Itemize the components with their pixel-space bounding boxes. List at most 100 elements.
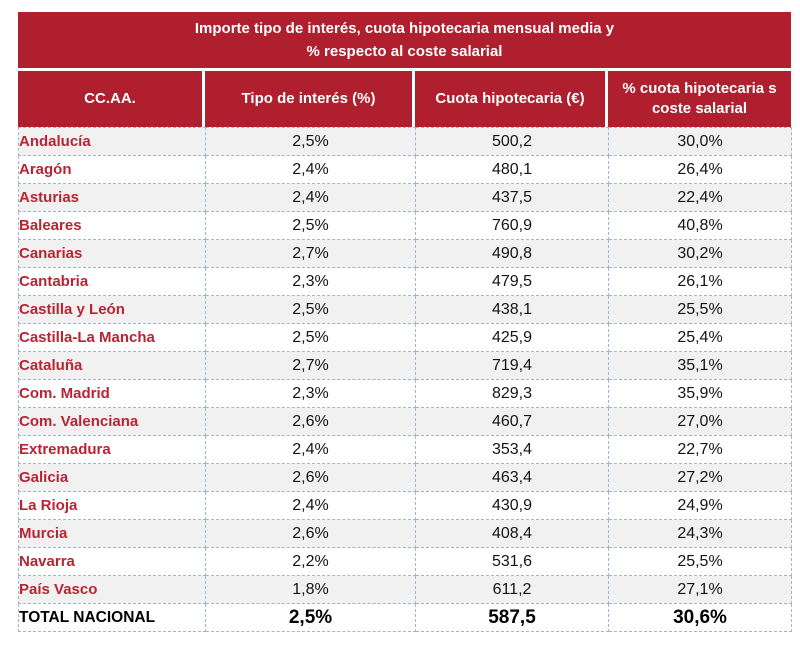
table-row: Aragón 2,4% 480,1 26,4% bbox=[18, 155, 792, 184]
table-row: Castilla y León 2,5% 438,1 25,5% bbox=[18, 295, 792, 324]
pct-cell: 27,2% bbox=[608, 463, 792, 492]
interest-cell: 2,5% bbox=[205, 295, 416, 324]
pct-cell: 30,2% bbox=[608, 239, 792, 268]
interest-cell: 2,5% bbox=[205, 323, 416, 352]
table-row: Com. Valenciana 2,6% 460,7 27,0% bbox=[18, 407, 792, 436]
cuota-cell: 479,5 bbox=[415, 267, 609, 296]
table-container: Importe tipo de interés, cuota hipotecar… bbox=[18, 12, 792, 632]
region-cell: Andalucía bbox=[18, 127, 206, 156]
pct-cell: 25,4% bbox=[608, 323, 792, 352]
pct-cell: 22,7% bbox=[608, 435, 792, 464]
cuota-cell: 531,6 bbox=[415, 547, 609, 576]
table-header: CC.AA. Tipo de interés (%) Cuota hipotec… bbox=[18, 71, 791, 127]
cuota-cell: 829,3 bbox=[415, 379, 609, 408]
interest-cell: 1,8% bbox=[205, 575, 416, 604]
table-row: Cataluña 2,7% 719,4 35,1% bbox=[18, 351, 792, 380]
table-row: Murcia 2,6% 408,4 24,3% bbox=[18, 519, 792, 548]
header-cuota-hipotecaria: Cuota hipotecaria (€) bbox=[415, 71, 608, 127]
cuota-cell: 430,9 bbox=[415, 491, 609, 520]
interest-cell: 2,4% bbox=[205, 435, 416, 464]
pct-cell: 26,4% bbox=[608, 155, 792, 184]
table-row: Canarias 2,7% 490,8 30,2% bbox=[18, 239, 792, 268]
region-cell: Cataluña bbox=[18, 351, 206, 380]
table-row: Galicia 2,6% 463,4 27,2% bbox=[18, 463, 792, 492]
interest-cell: 2,2% bbox=[205, 547, 416, 576]
interest-cell: 2,4% bbox=[205, 183, 416, 212]
interest-cell: 2,5% bbox=[205, 211, 416, 240]
pct-cell: 26,1% bbox=[608, 267, 792, 296]
table-row: País Vasco 1,8% 611,2 27,1% bbox=[18, 575, 792, 604]
cuota-cell: 760,9 bbox=[415, 211, 609, 240]
pct-cell: 30,0% bbox=[608, 127, 792, 156]
region-cell: Cantabria bbox=[18, 267, 206, 296]
table-row: Andalucía 2,5% 500,2 30,0% bbox=[18, 127, 792, 156]
pct-cell: 25,5% bbox=[608, 547, 792, 576]
interest-cell: 2,6% bbox=[205, 407, 416, 436]
total-row: TOTAL NACIONAL 2,5% 587,5 30,6% bbox=[18, 603, 792, 632]
table-row: Extremadura 2,4% 353,4 22,7% bbox=[18, 435, 792, 464]
interest-cell: 2,6% bbox=[205, 463, 416, 492]
total-interest-cell: 2,5% bbox=[205, 603, 416, 632]
header-tipo-interes: Tipo de interés (%) bbox=[205, 71, 415, 127]
table-title-line-1: Importe tipo de interés, cuota hipotecar… bbox=[194, 20, 615, 37]
interest-cell: 2,3% bbox=[205, 379, 416, 408]
table-row: Castilla-La Mancha 2,5% 425,9 25,4% bbox=[18, 323, 792, 352]
region-cell: Aragón bbox=[18, 155, 206, 184]
header-ccaa: CC.AA. bbox=[18, 71, 205, 127]
region-cell: Com. Valenciana bbox=[18, 407, 206, 436]
table-row: Asturias 2,4% 437,5 22,4% bbox=[18, 183, 792, 212]
region-cell: País Vasco bbox=[18, 575, 206, 604]
table-title-line-2: % respecto al coste salarial bbox=[306, 43, 503, 60]
table-row: Com. Madrid 2,3% 829,3 35,9% bbox=[18, 379, 792, 408]
data-table: Andalucía 2,5% 500,2 30,0% Aragón 2,4% 4… bbox=[18, 127, 792, 632]
pct-cell: 35,9% bbox=[608, 379, 792, 408]
pct-cell: 24,9% bbox=[608, 491, 792, 520]
cuota-cell: 463,4 bbox=[415, 463, 609, 492]
region-cell: Navarra bbox=[18, 547, 206, 576]
pct-cell: 25,5% bbox=[608, 295, 792, 324]
interest-cell: 2,7% bbox=[205, 351, 416, 380]
pct-cell: 35,1% bbox=[608, 351, 792, 380]
cuota-cell: 480,1 bbox=[415, 155, 609, 184]
region-cell: Castilla-La Mancha bbox=[18, 323, 206, 352]
header-pct-line-1: % cuota hipotecaria s bbox=[622, 80, 777, 97]
cuota-cell: 408,4 bbox=[415, 519, 609, 548]
table-title: Importe tipo de interés, cuota hipotecar… bbox=[18, 12, 791, 68]
pct-cell: 22,4% bbox=[608, 183, 792, 212]
region-cell: Extremadura bbox=[18, 435, 206, 464]
cuota-cell: 438,1 bbox=[415, 295, 609, 324]
region-cell: Com. Madrid bbox=[18, 379, 206, 408]
total-pct-cell: 30,6% bbox=[608, 603, 792, 632]
region-cell: Galicia bbox=[18, 463, 206, 492]
region-cell: Baleares bbox=[18, 211, 206, 240]
interest-cell: 2,5% bbox=[205, 127, 416, 156]
cuota-cell: 437,5 bbox=[415, 183, 609, 212]
interest-cell: 2,3% bbox=[205, 267, 416, 296]
pct-cell: 24,3% bbox=[608, 519, 792, 548]
region-cell: Asturias bbox=[18, 183, 206, 212]
cuota-cell: 500,2 bbox=[415, 127, 609, 156]
cuota-cell: 425,9 bbox=[415, 323, 609, 352]
pct-cell: 27,1% bbox=[608, 575, 792, 604]
table-row: Cantabria 2,3% 479,5 26,1% bbox=[18, 267, 792, 296]
interest-cell: 2,7% bbox=[205, 239, 416, 268]
region-cell: Murcia bbox=[18, 519, 206, 548]
cuota-cell: 611,2 bbox=[415, 575, 609, 604]
pct-cell: 40,8% bbox=[608, 211, 792, 240]
region-cell: Castilla y León bbox=[18, 295, 206, 324]
region-cell: La Rioja bbox=[18, 491, 206, 520]
table-row: Baleares 2,5% 760,9 40,8% bbox=[18, 211, 792, 240]
interest-cell: 2,4% bbox=[205, 491, 416, 520]
header-pct-coste-salarial: % cuota hipotecaria s coste salarial bbox=[608, 71, 791, 127]
header-pct-line-2: coste salarial bbox=[651, 100, 748, 117]
interest-cell: 2,4% bbox=[205, 155, 416, 184]
table-row: Navarra 2,2% 531,6 25,5% bbox=[18, 547, 792, 576]
pct-cell: 27,0% bbox=[608, 407, 792, 436]
cuota-cell: 719,4 bbox=[415, 351, 609, 380]
cuota-cell: 490,8 bbox=[415, 239, 609, 268]
cuota-cell: 460,7 bbox=[415, 407, 609, 436]
table-row: La Rioja 2,4% 430,9 24,9% bbox=[18, 491, 792, 520]
total-label-cell: TOTAL NACIONAL bbox=[18, 603, 206, 632]
total-cuota-cell: 587,5 bbox=[415, 603, 609, 632]
